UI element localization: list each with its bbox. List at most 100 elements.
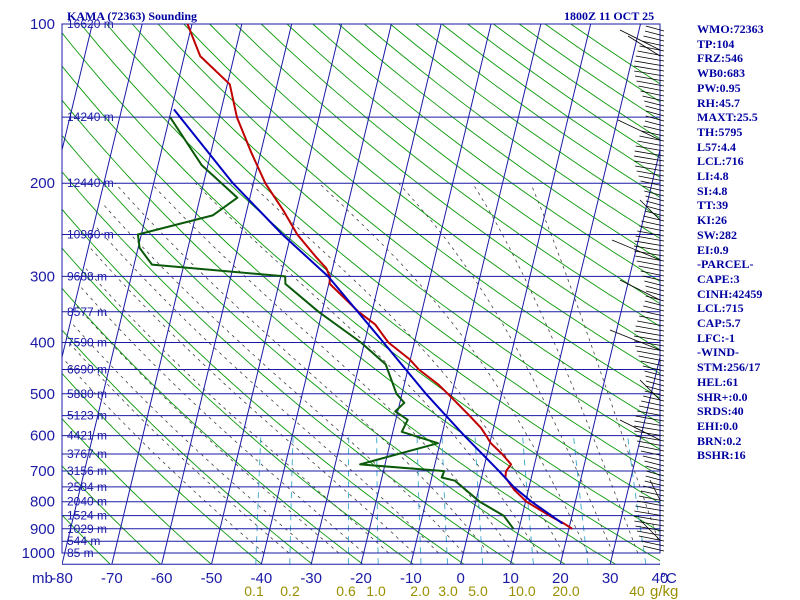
- moist-adiabat-line: [472, 182, 639, 554]
- mixing-ratio-line: [289, 435, 294, 565]
- height-label: 14240 m: [67, 110, 114, 124]
- pressure-tick-label: 900: [30, 521, 55, 538]
- wind-barb: [638, 175, 665, 182]
- moist-adiabat-line: [90, 247, 414, 554]
- wind-barb: [637, 230, 665, 237]
- wind-barb: [627, 35, 661, 57]
- moist-adiabat-line: [114, 182, 489, 554]
- index-item: SRDS:40: [697, 404, 744, 419]
- wind-barb: [645, 475, 665, 482]
- wind-barb: [643, 125, 665, 132]
- pressure-tick-label: 600: [30, 428, 55, 445]
- index-item: STM:256/17: [697, 360, 761, 375]
- index-item: FRZ:546: [697, 51, 743, 66]
- wind-barb: [645, 205, 665, 212]
- wind-barb: [638, 495, 665, 502]
- wind-barb: [636, 170, 665, 177]
- index-item: TH:5795: [697, 124, 743, 139]
- moist-adiabat-line: [85, 268, 389, 554]
- pressure-tick-label: 500: [30, 386, 55, 403]
- wind-barb: [645, 115, 665, 122]
- temperature-tick-label: 40: [652, 570, 669, 587]
- pressure-tick-label: 200: [30, 175, 55, 192]
- mixing-ratio-line: [522, 435, 534, 565]
- wind-barb: [634, 240, 665, 247]
- wind-barb: [639, 45, 665, 52]
- temperature-tick-label: 10: [502, 570, 519, 587]
- index-item: CAP:5.7: [697, 316, 741, 331]
- wind-barb: [640, 360, 665, 367]
- mixing-ratio-label: 20.0: [552, 583, 579, 599]
- wind-barb: [634, 150, 665, 157]
- height-label: 1524 m: [67, 509, 107, 523]
- mixing-ratio-label: 3.0: [438, 583, 458, 599]
- height-label: 544 m: [67, 534, 100, 548]
- dry-adiabat-line: [62, 32, 660, 533]
- wind-barb: [640, 540, 665, 547]
- wind-barb: [643, 215, 665, 222]
- wind-barb: [649, 479, 661, 501]
- wind-barb: [644, 370, 665, 377]
- mixing-ratio-line: [416, 435, 422, 565]
- wind-barb: [645, 465, 665, 472]
- index-item: EI:0.9: [697, 242, 729, 257]
- height-label: 7590 m: [67, 335, 107, 349]
- pressure-unit-label: mb: [32, 570, 53, 587]
- index-item: TP:104: [697, 36, 735, 51]
- wind-barb: [640, 180, 665, 187]
- mixing-ratio-line: [255, 435, 262, 565]
- height-label: 3156 m: [67, 464, 107, 478]
- isotherm-line: [211, 23, 342, 565]
- mixing-ratio-line: [441, 435, 449, 565]
- height-label: 6690 m: [67, 363, 107, 377]
- wind-barb: [639, 225, 665, 232]
- dry-adiabat-line: [62, 171, 515, 565]
- dry-adiabat-line: [62, 208, 465, 565]
- dry-adiabat-line: [106, 23, 660, 477]
- pressure-tick-label: 100: [30, 16, 55, 33]
- wind-barb: [633, 515, 665, 522]
- index-item: -PARCEL-: [697, 257, 754, 272]
- wind-barb: [634, 330, 665, 337]
- index-item: -WIND-: [697, 345, 739, 360]
- dry-adiabat-line: [62, 418, 212, 565]
- wind-barb: [644, 280, 665, 287]
- height-label: 3767 m: [67, 447, 107, 461]
- wind-barb: [642, 365, 665, 372]
- dry-adiabat-line: [183, 23, 660, 399]
- parcel-profile-line: [173, 108, 564, 525]
- wind-barb: [641, 220, 665, 227]
- wind-barb: [639, 519, 661, 541]
- height-label: 9688 m: [67, 269, 107, 283]
- moist-adiabat-line: [94, 224, 439, 554]
- index-item: EHI:0.0: [697, 418, 739, 433]
- wind-barb: [644, 190, 665, 197]
- wind-barb: [634, 430, 665, 437]
- pressure-tick-label: 800: [30, 494, 55, 511]
- wind-barb: [633, 335, 665, 342]
- temperature-tick-label: -30: [300, 570, 322, 587]
- wind-barb: [638, 445, 665, 452]
- moist-adiabat-line: [530, 183, 660, 547]
- wind-barb: [639, 199, 661, 221]
- wind-barb: [641, 490, 665, 497]
- height-label: 16620 m: [67, 17, 114, 31]
- wind-barb: [645, 295, 665, 302]
- wind-barb: [633, 245, 665, 252]
- wind-barb: [638, 85, 665, 92]
- mixing-ratio-unit-label: g/kg: [650, 583, 678, 600]
- pressure-tick-label: 300: [30, 268, 55, 285]
- wind-barb: [640, 270, 665, 277]
- index-item: CAPE:3: [697, 271, 740, 286]
- temperature-tick-label: 20: [552, 570, 569, 587]
- isotherm-line: [410, 23, 542, 565]
- wind-barb: [636, 440, 665, 447]
- wind-barb: [636, 500, 665, 507]
- wind-barb: [635, 415, 665, 422]
- wind-barb: [635, 255, 665, 262]
- wind-barb: [635, 325, 665, 332]
- wind-barb: [619, 29, 661, 51]
- dry-adiabat-line: [62, 372, 262, 565]
- wind-barb: [645, 375, 665, 382]
